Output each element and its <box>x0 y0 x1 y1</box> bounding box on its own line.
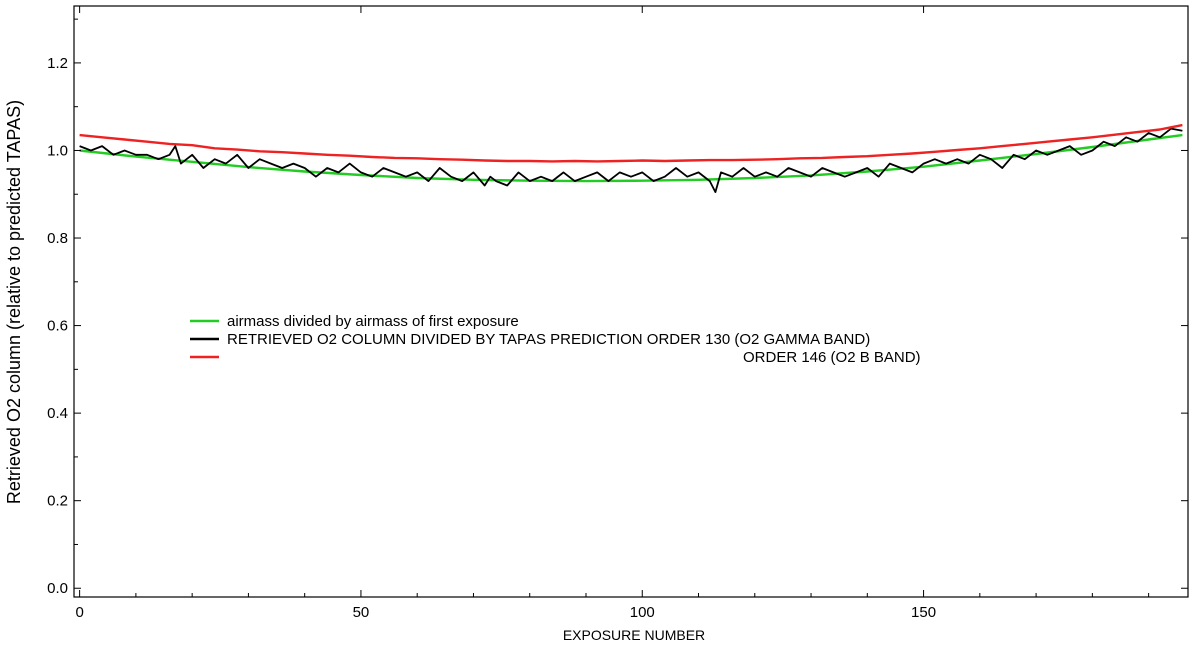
x-axis-ticks: 0 50 100 150 <box>75 6 1150 621</box>
x-tick-label: 150 <box>911 604 936 621</box>
series-line-airmass <box>79 133 1183 183</box>
legend-label-order146: ORDER 146 (O2 B BAND) <box>743 349 921 366</box>
y-tick-label: 1.2 <box>47 55 68 72</box>
series-line-order146 <box>79 123 1183 163</box>
y-tick-label: 0.2 <box>47 493 68 510</box>
x-tick-label: 100 <box>630 604 655 621</box>
x-axis-title: EXPOSURE NUMBER <box>563 627 705 643</box>
series-layer <box>79 123 1183 194</box>
y-tick-label: 0.0 <box>47 580 68 597</box>
y-tick-label: 0.4 <box>47 405 68 422</box>
legend-label-airmass: airmass divided by airmass of first expo… <box>227 313 519 330</box>
y-tick-label: 1.0 <box>47 142 68 159</box>
x-tick-label: 50 <box>353 604 370 621</box>
y-axis-ticks: 0.0 0.2 0.4 0.6 0.8 1.0 1.2 <box>47 18 1188 597</box>
y-axis-title: Retrieved O2 column (relative to predict… <box>4 100 24 504</box>
y-tick-label: 0.8 <box>47 230 68 247</box>
x-tick-label: 0 <box>75 604 83 621</box>
legend-label-order130: RETRIEVED O2 COLUMN DIVIDED BY TAPAS PRE… <box>227 331 870 348</box>
legend: airmass divided by airmass of first expo… <box>190 313 921 366</box>
series-line-order130 <box>79 127 1183 194</box>
plot-frame <box>73 5 1189 598</box>
y-tick-label: 0.6 <box>47 318 68 335</box>
